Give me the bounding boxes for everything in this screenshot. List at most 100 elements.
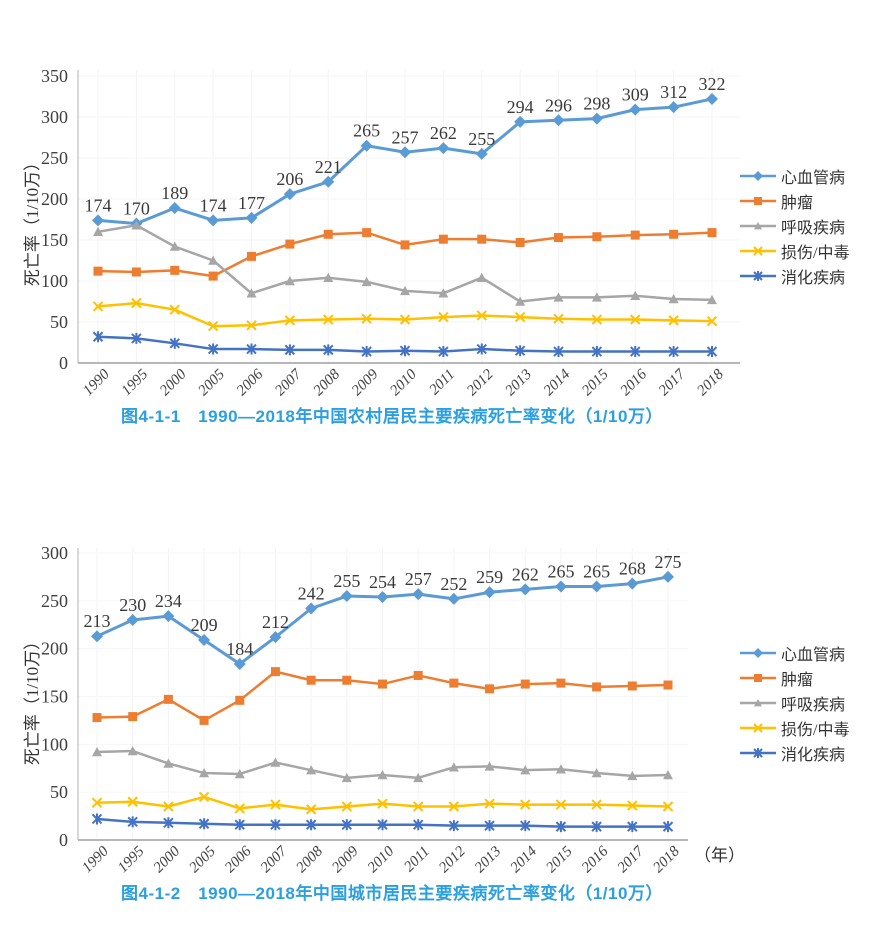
marker-diamond-icon: [245, 211, 258, 224]
marker-asterisk-icon: [234, 819, 245, 831]
marker-square-icon: [93, 266, 103, 276]
marker-asterisk-icon: [555, 821, 567, 833]
data-label: 255: [468, 129, 495, 149]
legend-label: 肿瘤: [781, 671, 814, 689]
y-tick-label: 0: [59, 830, 68, 850]
x-tick-label: 2018: [694, 366, 727, 399]
marker-x-icon: [668, 315, 679, 326]
marker-triangle-icon: [591, 292, 602, 302]
data-label: 206: [276, 169, 303, 189]
marker-diamond-icon: [483, 586, 496, 599]
data-label: 242: [298, 583, 325, 603]
marker-x-icon: [476, 310, 487, 321]
marker-square-icon: [438, 234, 448, 244]
data-label: 189: [161, 183, 188, 203]
y-tick-label: 250: [41, 591, 68, 611]
x-tick-label: 2014: [508, 843, 541, 876]
x-tick-label: 2010: [387, 366, 420, 399]
marker-diamond-icon: [376, 591, 389, 604]
legend-diamond-swatch-icon: [740, 170, 776, 181]
marker-diamond-icon: [552, 114, 565, 127]
rural-y-axis-title: 死亡率（1/10万）: [23, 153, 42, 287]
marker-diamond-icon: [322, 175, 335, 188]
marker-x-icon: [591, 314, 603, 325]
legend-triangle-swatch-icon: [740, 698, 776, 706]
x-tick-label: 2010: [365, 843, 398, 876]
marker-asterisk-icon: [476, 343, 487, 355]
marker-triangle-icon: [627, 770, 638, 781]
marker-x-icon: [753, 245, 763, 256]
marker-diamond-icon: [590, 580, 603, 593]
marker-square-icon: [199, 715, 209, 725]
data-label: 294: [507, 97, 534, 117]
legend-diamond-swatch-icon: [740, 647, 776, 658]
data-label: 262: [512, 564, 539, 584]
marker-square-icon: [128, 712, 138, 722]
marker-square-icon: [92, 713, 102, 723]
marker-triangle-icon: [663, 769, 673, 780]
marker-x-icon: [627, 800, 638, 811]
x-tick-label: 1990: [80, 366, 113, 399]
marker-square-icon: [707, 228, 717, 238]
y-tick-label: 150: [41, 687, 68, 707]
marker-square-icon: [378, 679, 387, 689]
marker-triangle-icon: [361, 276, 372, 287]
marker-asterisk-icon: [668, 346, 679, 358]
marker-triangle-icon: [591, 768, 602, 778]
marker-triangle-icon: [476, 272, 487, 282]
marker-asterisk-icon: [284, 344, 296, 356]
marker-square-icon: [485, 684, 495, 694]
marker-diamond-icon: [447, 592, 460, 605]
marker-diamond-icon: [554, 580, 567, 593]
legend-asterisk-swatch-icon: [740, 270, 776, 281]
data-label: 268: [619, 559, 646, 579]
marker-x-icon: [207, 320, 219, 332]
x-tick-label: 2012: [464, 366, 497, 399]
marker-square-icon: [515, 237, 525, 247]
marker-square-icon: [247, 251, 256, 261]
marker-asterisk-icon: [520, 820, 531, 832]
marker-triangle-icon: [520, 765, 531, 775]
marker-x-icon: [246, 320, 257, 331]
data-label: 259: [476, 567, 503, 587]
marker-diamond-icon: [412, 588, 425, 601]
marker-triangle-icon: [208, 255, 219, 265]
x-tick-label: 2009: [349, 366, 382, 399]
marker-square-icon: [270, 667, 280, 677]
legend-item-0: 心血管病: [740, 163, 849, 188]
data-label: 296: [545, 95, 572, 115]
x-tick-label: 2008: [293, 843, 326, 876]
marker-asterisk-icon: [361, 346, 372, 358]
marker-triangle-icon: [413, 772, 424, 783]
marker-asterisk-icon: [131, 332, 142, 344]
marker-diamond-icon: [753, 170, 763, 181]
y-tick-label: 50: [50, 782, 68, 802]
marker-asterisk-icon: [399, 345, 411, 357]
marker-x-icon: [706, 315, 718, 327]
marker-x-icon: [92, 301, 104, 312]
marker-square-icon: [306, 675, 316, 685]
marker-diamond-icon: [629, 103, 642, 116]
x-tick-label: 2011: [401, 844, 433, 876]
marker-triangle-icon: [306, 765, 317, 775]
y-tick-label: 200: [41, 189, 68, 209]
x-tick-label: 2009: [329, 843, 362, 876]
marker-triangle-icon: [438, 288, 449, 298]
marker-square-icon: [592, 682, 602, 692]
data-label: 252: [440, 574, 467, 594]
marker-triangle-icon: [754, 698, 762, 706]
marker-asterisk-icon: [514, 345, 526, 357]
legend-label: 消化疾病: [781, 746, 846, 764]
marker-diamond-icon: [233, 657, 246, 670]
data-label: 262: [430, 123, 457, 143]
legend-item-0: 心血管病: [740, 640, 849, 665]
marker-diamond-icon: [360, 139, 373, 152]
marker-diamond-icon: [590, 112, 603, 125]
y-tick-label: 100: [41, 271, 68, 291]
urban-y-axis-title: 死亡率（1/10万）: [23, 632, 42, 766]
marker-triangle-icon: [234, 768, 245, 779]
marker-triangle-icon: [323, 272, 334, 282]
legend-item-2: 呼吸疾病: [740, 690, 849, 715]
